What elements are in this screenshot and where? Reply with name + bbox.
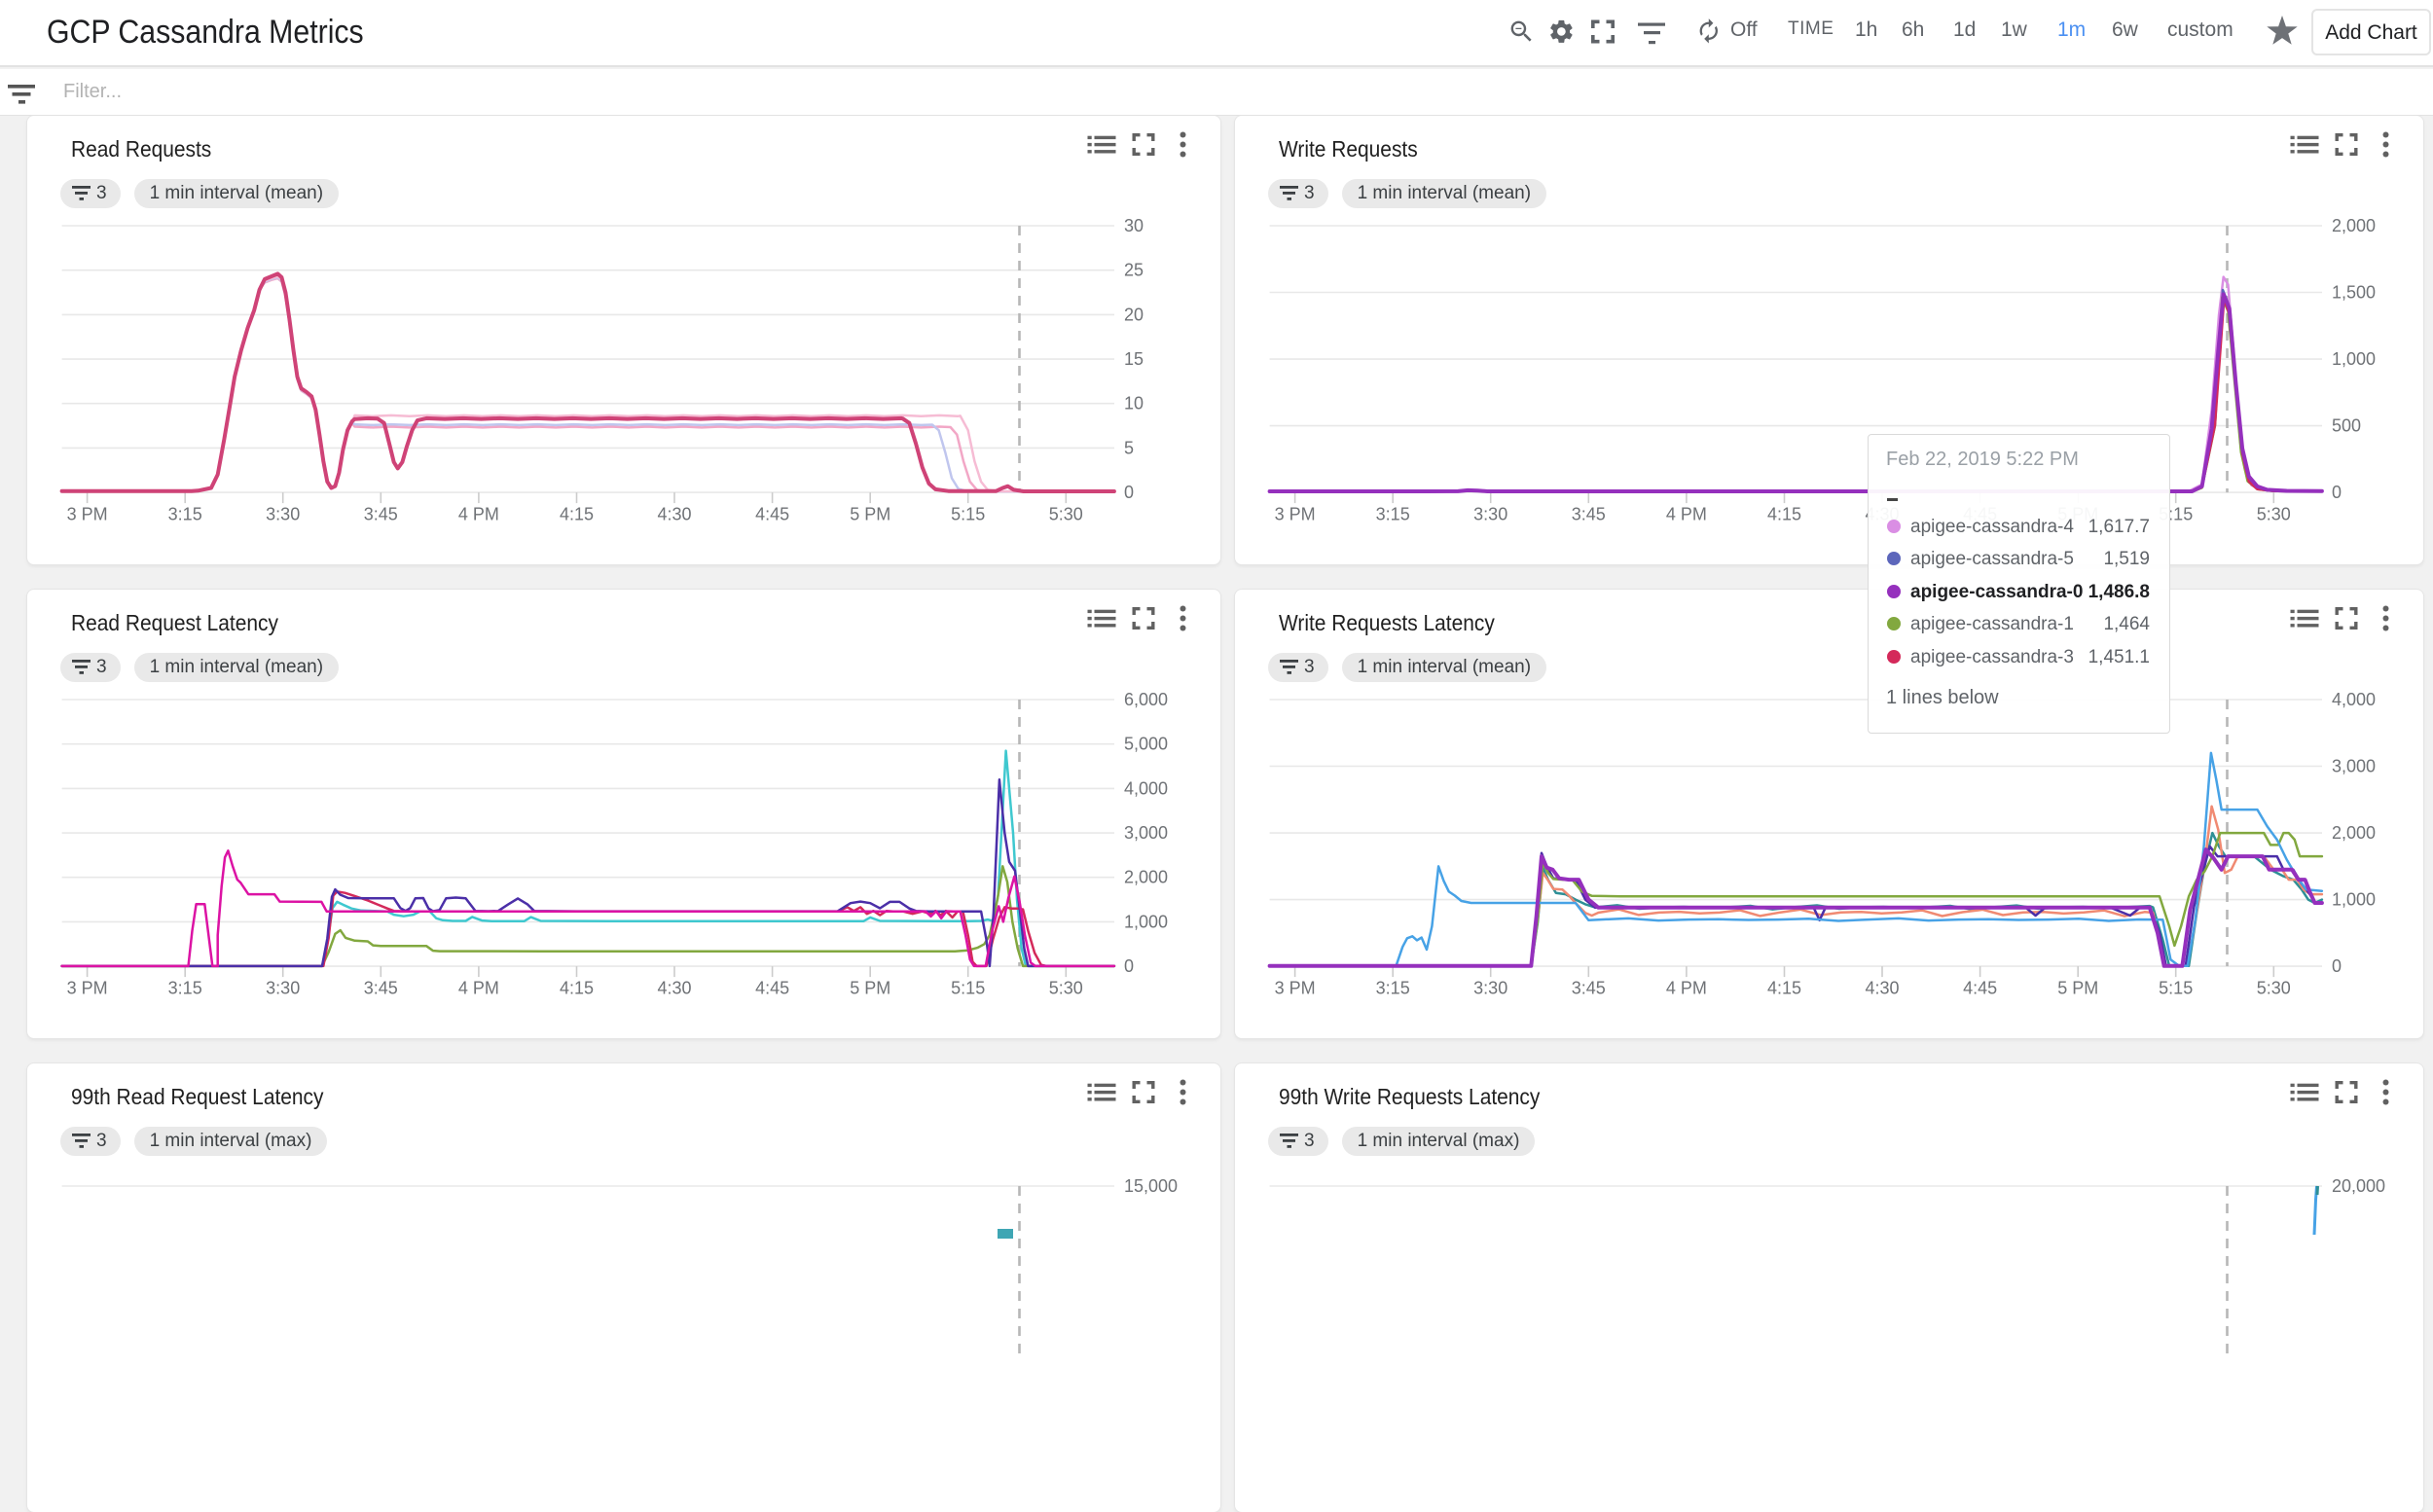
- svg-text:5 PM: 5 PM: [850, 504, 890, 523]
- svg-text:3,000: 3,000: [2332, 757, 2376, 776]
- svg-text:0: 0: [1124, 956, 1134, 976]
- svg-text:0: 0: [2332, 483, 2342, 502]
- svg-text:3:15: 3:15: [1376, 979, 1410, 998]
- svg-text:3:45: 3:45: [1572, 979, 1606, 998]
- svg-text:5,000: 5,000: [1124, 735, 1168, 754]
- svg-text:3 PM: 3 PM: [67, 504, 108, 523]
- svg-text:3:45: 3:45: [364, 504, 398, 523]
- svg-text:4:15: 4:15: [560, 504, 594, 523]
- svg-text:5:15: 5:15: [2159, 979, 2193, 998]
- svg-text:5:30: 5:30: [2257, 504, 2291, 523]
- svg-text:500: 500: [2332, 415, 2361, 435]
- svg-text:1,000: 1,000: [2332, 890, 2376, 910]
- svg-text:2,000: 2,000: [2332, 823, 2376, 843]
- svg-text:3:30: 3:30: [266, 979, 300, 998]
- svg-text:1,000: 1,000: [1124, 912, 1168, 931]
- svg-text:5:30: 5:30: [1049, 504, 1083, 523]
- svg-text:2,000: 2,000: [1124, 868, 1168, 887]
- svg-text:4,000: 4,000: [2332, 690, 2376, 709]
- svg-text:5:30: 5:30: [1049, 979, 1083, 998]
- svg-text:3:30: 3:30: [1473, 979, 1507, 998]
- svg-text:4:15: 4:15: [560, 979, 594, 998]
- svg-text:3:30: 3:30: [1473, 504, 1507, 523]
- svg-text:3:15: 3:15: [1376, 504, 1410, 523]
- svg-text:4:30: 4:30: [657, 979, 691, 998]
- svg-text:3 PM: 3 PM: [1275, 504, 1316, 523]
- svg-text:0: 0: [1124, 483, 1134, 502]
- svg-text:1,500: 1,500: [2332, 282, 2376, 302]
- svg-text:4 PM: 4 PM: [1666, 979, 1707, 998]
- svg-text:10: 10: [1124, 393, 1144, 413]
- svg-text:5 PM: 5 PM: [850, 979, 890, 998]
- svg-text:4 PM: 4 PM: [1666, 504, 1707, 523]
- svg-text:5:15: 5:15: [951, 979, 985, 998]
- svg-text:15,000: 15,000: [1124, 1176, 1178, 1196]
- svg-text:30: 30: [1124, 216, 1144, 235]
- svg-text:4 PM: 4 PM: [458, 979, 499, 998]
- svg-text:3:45: 3:45: [1572, 504, 1606, 523]
- svg-text:4:30: 4:30: [1865, 979, 1899, 998]
- svg-text:5 PM: 5 PM: [2057, 979, 2098, 998]
- svg-text:5:15: 5:15: [951, 504, 985, 523]
- svg-text:4:45: 4:45: [755, 979, 789, 998]
- svg-text:2,000: 2,000: [2332, 216, 2376, 235]
- svg-text:4:45: 4:45: [1963, 979, 1997, 998]
- svg-text:4:15: 4:15: [1767, 979, 1801, 998]
- svg-text:5:30: 5:30: [2257, 979, 2291, 998]
- svg-text:4:15: 4:15: [1767, 504, 1801, 523]
- svg-text:3:15: 3:15: [168, 504, 202, 523]
- svg-text:1,000: 1,000: [2332, 349, 2376, 369]
- svg-text:3:45: 3:45: [364, 979, 398, 998]
- svg-text:5: 5: [1124, 438, 1134, 457]
- svg-text:4:30: 4:30: [657, 504, 691, 523]
- svg-text:3:15: 3:15: [168, 979, 202, 998]
- svg-text:6,000: 6,000: [1124, 690, 1168, 709]
- svg-text:15: 15: [1124, 349, 1144, 369]
- svg-text:0: 0: [2332, 956, 2342, 976]
- svg-text:4,000: 4,000: [1124, 778, 1168, 798]
- svg-text:20: 20: [1124, 305, 1144, 324]
- svg-text:4:45: 4:45: [755, 504, 789, 523]
- svg-text:3 PM: 3 PM: [67, 979, 108, 998]
- svg-text:3 PM: 3 PM: [1275, 979, 1316, 998]
- svg-text:4 PM: 4 PM: [458, 504, 499, 523]
- svg-text:25: 25: [1124, 260, 1144, 279]
- svg-text:3:30: 3:30: [266, 504, 300, 523]
- svg-text:3,000: 3,000: [1124, 823, 1168, 843]
- svg-text:20,000: 20,000: [2332, 1176, 2385, 1196]
